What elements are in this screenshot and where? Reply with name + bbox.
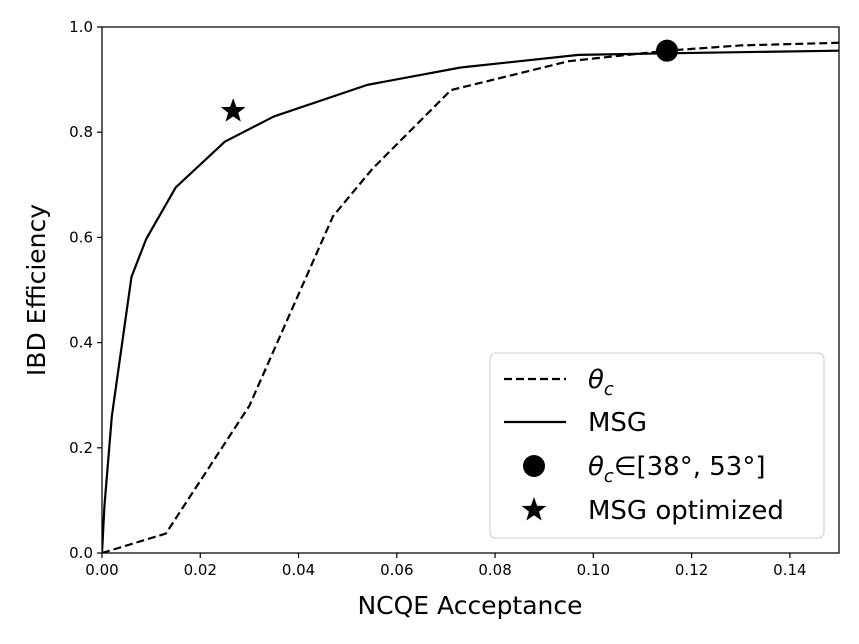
series-line-MSG <box>102 49 839 553</box>
y-tick-label: 0.8 <box>69 123 93 141</box>
marker-MSG-optimized <box>220 98 246 122</box>
legend-label-theta-c-range: θc∈[38°, 53°] <box>588 452 765 487</box>
y-tick-label: 1.0 <box>69 18 93 36</box>
x-tick-label: 0.14 <box>773 561 806 579</box>
x-tick-label: 0.08 <box>478 561 511 579</box>
marker-theta-c-range <box>656 39 679 62</box>
y-tick-label: 0.4 <box>69 334 93 352</box>
legend-label-msg-optimized: MSG optimized <box>588 496 784 526</box>
plot-area <box>101 26 840 554</box>
y-axis-title: IBD Efficiency <box>22 204 51 376</box>
x-tick-label: 0.12 <box>675 561 708 579</box>
y-tick-label: 0.2 <box>69 439 93 457</box>
x-tick-label: 0.04 <box>282 561 315 579</box>
markers <box>220 39 679 122</box>
x-tick-label: 0.00 <box>85 561 118 579</box>
x-tick-label: 0.06 <box>380 561 413 579</box>
x-tick-label: 0.02 <box>184 561 217 579</box>
series <box>102 41 839 553</box>
y-tick-label: 0.6 <box>69 228 93 246</box>
legend-label-theta-c: θc <box>588 365 614 400</box>
x-axis-title: NCQE Acceptance <box>357 591 582 620</box>
legend-marker-circle <box>523 455 545 477</box>
legend-box <box>489 352 825 539</box>
series-line-theta-c <box>102 41 839 553</box>
legend-marker-star <box>521 497 547 521</box>
legend: θc MSG θc∈[38°, 53°] MSG optimized <box>489 352 825 539</box>
legend-label-msg: MSG <box>588 408 647 438</box>
ticks: 0.00 0.02 0.04 0.06 0.08 0.10 0.12 0.14 0.0 0.2 0.… <box>69 18 806 579</box>
x-tick-label: 0.10 <box>577 561 610 579</box>
y-tick-label: 0.0 <box>69 544 93 562</box>
